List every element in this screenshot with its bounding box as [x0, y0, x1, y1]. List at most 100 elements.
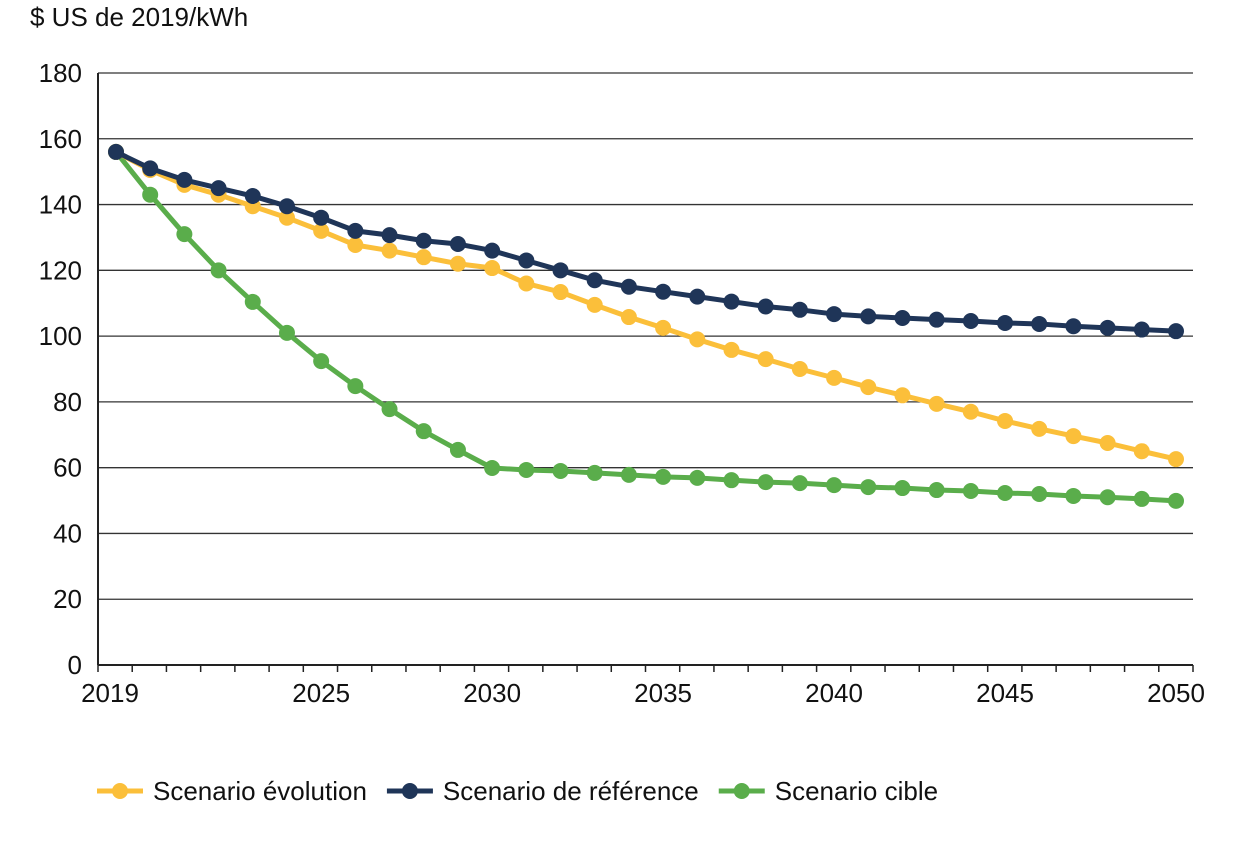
- data-point: [278, 324, 295, 341]
- x-tick-label: 2025: [292, 678, 350, 708]
- data-point: [381, 227, 398, 244]
- data-point: [449, 236, 466, 253]
- data-point: [1099, 319, 1116, 336]
- data-point: [757, 351, 774, 368]
- data-point: [689, 469, 706, 486]
- data-point: [176, 171, 193, 188]
- y-tick-label: 0: [68, 650, 82, 680]
- data-point: [586, 296, 603, 313]
- legend-label: Scenario cible: [775, 776, 938, 806]
- data-point: [723, 293, 740, 310]
- data-point: [278, 198, 295, 215]
- data-point: [415, 249, 432, 266]
- data-point: [689, 288, 706, 305]
- data-point: [586, 272, 603, 289]
- data-point: [449, 441, 466, 458]
- y-tick-label: 140: [39, 190, 82, 220]
- y-tick-label: 180: [39, 58, 82, 88]
- data-point: [655, 468, 672, 485]
- x-tick-label: 2045: [976, 678, 1034, 708]
- x-tick-label: 2040: [805, 678, 863, 708]
- data-point: [757, 474, 774, 491]
- data-point: [518, 461, 535, 478]
- data-point: [894, 387, 911, 404]
- data-point: [997, 484, 1014, 501]
- x-tick-label: 2019: [81, 678, 139, 708]
- data-point: [1031, 315, 1048, 332]
- data-point: [1133, 321, 1150, 338]
- data-point: [415, 232, 432, 249]
- data-point: [791, 361, 808, 377]
- data-point: [244, 188, 261, 205]
- legend-label: Scenario de référence: [443, 776, 699, 806]
- data-point: [1133, 443, 1150, 460]
- data-point: [347, 222, 364, 239]
- data-point: [962, 403, 979, 420]
- data-point: [484, 459, 501, 476]
- data-point: [1031, 420, 1048, 437]
- data-point: [655, 319, 672, 336]
- data-point: [826, 477, 843, 494]
- data-point: [518, 252, 535, 269]
- data-point: [997, 412, 1014, 429]
- data-point: [313, 353, 330, 370]
- x-tick-label: 2035: [634, 678, 692, 708]
- data-point: [860, 479, 877, 496]
- data-point: [723, 341, 740, 358]
- data-point: [962, 483, 979, 500]
- data-point: [826, 369, 843, 386]
- data-point: [347, 237, 364, 254]
- data-point: [278, 209, 295, 226]
- legend-item: Scenario de référence: [386, 776, 699, 806]
- legend-marker: [112, 783, 128, 799]
- data-point: [757, 298, 774, 315]
- data-point: [415, 423, 432, 440]
- data-point: [381, 401, 398, 418]
- y-tick-label: 100: [39, 321, 82, 351]
- data-point: [381, 242, 398, 259]
- data-point: [620, 278, 637, 295]
- data-point: [552, 284, 569, 301]
- series-scenario-cible: [108, 143, 1184, 509]
- data-point: [518, 275, 535, 292]
- data-point: [894, 310, 911, 327]
- data-point: [552, 262, 569, 279]
- data-point: [449, 255, 466, 272]
- data-point: [210, 262, 227, 279]
- series-line: [114, 149, 1177, 334]
- data-point: [176, 226, 193, 243]
- data-point: [997, 314, 1014, 331]
- legend-item: Scenario évolution: [97, 776, 367, 806]
- data-point: [655, 283, 672, 300]
- data-point: [962, 312, 979, 329]
- y-tick-label: 160: [39, 124, 82, 154]
- data-point: [142, 186, 159, 203]
- x-tick-label: 2050: [1147, 678, 1205, 708]
- data-point: [1065, 318, 1082, 335]
- data-point: [791, 475, 808, 492]
- data-point: [484, 242, 501, 259]
- data-point: [347, 378, 364, 395]
- series-line: [114, 149, 1177, 462]
- data-point: [928, 395, 945, 412]
- x-tick-label: 2030: [463, 678, 521, 708]
- data-point: [484, 260, 501, 277]
- data-point: [860, 308, 877, 325]
- data-point: [142, 160, 159, 177]
- data-point: [723, 472, 740, 489]
- data-point: [210, 180, 227, 197]
- data-point: [1133, 490, 1150, 507]
- data-point: [108, 143, 124, 160]
- series-scenario-évolution: [108, 143, 1184, 468]
- data-point: [826, 306, 843, 323]
- data-point: [1065, 487, 1082, 504]
- y-tick-label: 80: [53, 387, 82, 417]
- series-scenario-de-référence: [108, 143, 1184, 340]
- data-point: [894, 480, 911, 497]
- data-point: [1168, 323, 1184, 340]
- legend-marker: [733, 783, 750, 799]
- data-point: [313, 209, 330, 226]
- data-point: [244, 293, 261, 310]
- data-point: [1065, 428, 1082, 445]
